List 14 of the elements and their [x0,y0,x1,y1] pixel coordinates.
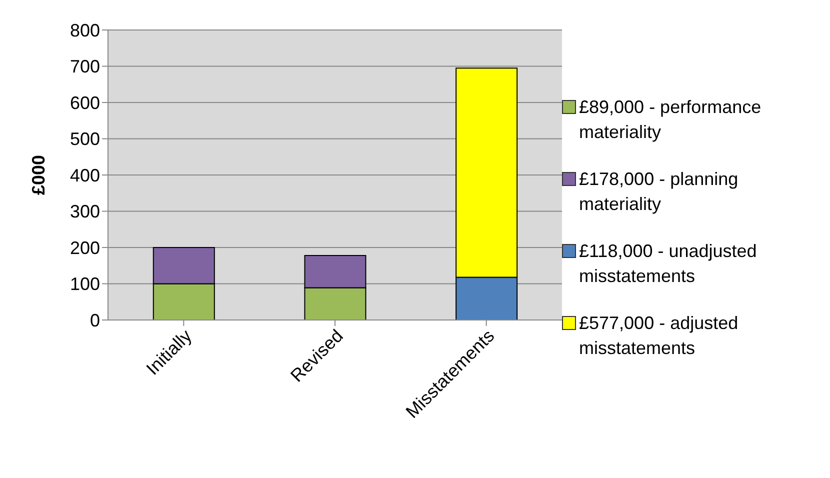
y-tick-label: 700 [70,56,100,77]
legend-label: £118,000 - unadjusted misstatements [579,240,758,288]
y-tick-label: 800 [70,20,100,40]
y-tick-label: 100 [70,274,100,294]
y-tick-label: 300 [70,202,100,222]
y-axis-title: £000 [28,154,48,196]
legend-label: £577,000 - adjusted misstatements [579,312,740,360]
legend-label: £178,000 - planning materiality [579,168,740,216]
y-tick-label: 500 [70,129,100,150]
legend-label: £89,000 - performance materiality [579,96,762,144]
y-tick-label: 0 [90,310,100,330]
y-tick-label: 600 [70,92,100,113]
y-tick-label: 400 [70,165,100,186]
y-tick-label: 200 [70,238,100,258]
